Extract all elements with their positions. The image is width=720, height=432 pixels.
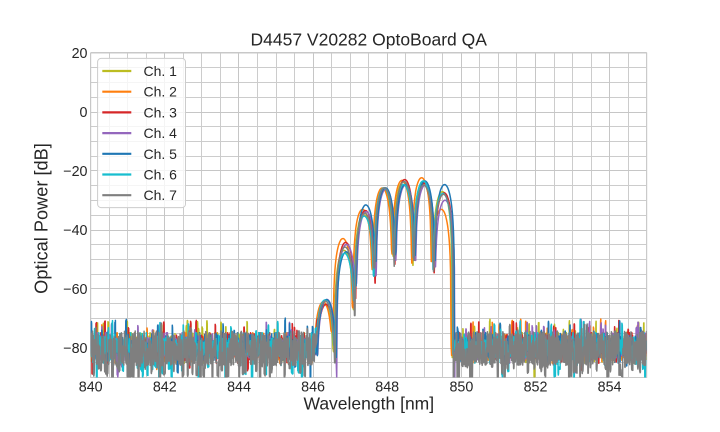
svg-text:852: 852 xyxy=(524,380,548,396)
svg-text:Ch. 3: Ch. 3 xyxy=(144,104,178,120)
svg-text:−80: −80 xyxy=(63,341,87,357)
svg-text:Ch. 1: Ch. 1 xyxy=(144,63,178,79)
svg-text:854: 854 xyxy=(598,380,622,396)
svg-text:844: 844 xyxy=(227,380,251,396)
svg-text:Ch. 5: Ch. 5 xyxy=(144,146,178,162)
svg-text:840: 840 xyxy=(79,380,103,396)
svg-text:−40: −40 xyxy=(63,223,87,239)
svg-text:D4457 V20282 OptoBoard QA: D4457 V20282 OptoBoard QA xyxy=(250,30,487,50)
svg-text:846: 846 xyxy=(301,380,325,396)
svg-text:850: 850 xyxy=(449,380,473,396)
svg-text:−60: −60 xyxy=(63,282,87,298)
svg-text:−20: −20 xyxy=(63,164,87,180)
svg-text:0: 0 xyxy=(80,105,88,121)
svg-text:20: 20 xyxy=(72,46,88,62)
svg-text:842: 842 xyxy=(153,380,177,396)
svg-text:Wavelength [nm]: Wavelength [nm] xyxy=(303,394,434,414)
svg-text:Ch. 6: Ch. 6 xyxy=(144,167,178,183)
svg-text:848: 848 xyxy=(375,380,399,396)
svg-text:Ch. 7: Ch. 7 xyxy=(144,187,178,203)
svg-text:Optical Power [dB]: Optical Power [dB] xyxy=(32,143,52,294)
svg-text:Ch. 4: Ch. 4 xyxy=(144,125,178,141)
svg-text:Ch. 2: Ch. 2 xyxy=(144,84,178,100)
